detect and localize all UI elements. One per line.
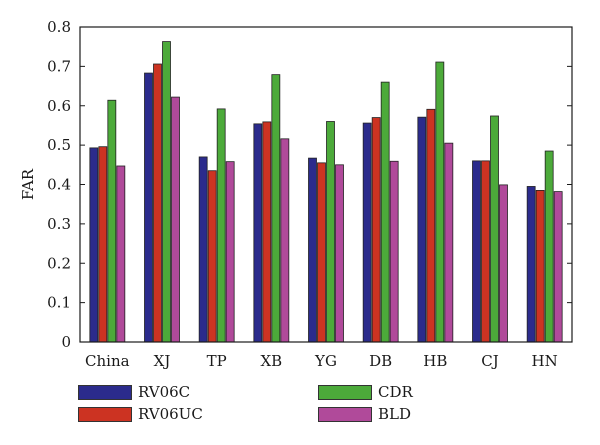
bar-rv06uc-hn: [535, 190, 545, 343]
y-tick-label: 0.8: [47, 18, 71, 36]
bar-rv06uc-china: [98, 146, 108, 343]
y-tick-label: 0.3: [47, 215, 71, 233]
bar-rv06c-yg: [308, 157, 317, 343]
bar-rv06uc-tp: [207, 170, 217, 343]
y-axis: 0 0.1 0.2 0.3 0.4 0.5 0.6 0.7 0.8: [47, 18, 572, 351]
x-tick-label: TP: [207, 352, 227, 370]
x-tick-label: HN: [532, 352, 558, 370]
x-tick-label: China: [85, 352, 130, 370]
bar-cdr-yg: [326, 121, 335, 343]
bar-rv06uc-yg: [317, 162, 326, 343]
x-tick-label: HB: [423, 352, 447, 370]
bar-cdr-hn: [544, 150, 554, 343]
bar-bld-hn: [553, 191, 563, 343]
bar-bld-yg: [335, 164, 344, 343]
bar-bld-tp: [225, 161, 235, 343]
y-tick-label: 0.2: [47, 254, 71, 272]
bar-rv06uc-cj: [481, 160, 490, 343]
bar-bld-db: [389, 160, 399, 343]
y-axis-label: FAR: [19, 168, 37, 200]
bar-rv06uc-hb: [426, 108, 436, 343]
bar-rv06c-hn: [526, 186, 536, 343]
bar-cdr-china: [107, 99, 117, 343]
bar-rv06c-hb: [417, 116, 427, 343]
x-tick-label: CJ: [481, 352, 499, 370]
bar-cdr-xb: [271, 74, 281, 343]
bar-bld-hb: [444, 142, 454, 343]
bar-bld-xb: [280, 138, 290, 343]
x-axis: China XJ TP XB YG DB HB CJ HN: [85, 352, 558, 370]
x-tick-label: DB: [369, 352, 392, 370]
bar-bld-cj: [499, 184, 508, 343]
bar-cdr-tp: [216, 108, 226, 343]
x-tick-label: YG: [314, 352, 337, 370]
bar-rv06uc-db: [371, 117, 381, 343]
bar-cdr-cj: [490, 115, 499, 343]
bar-cdr-hb: [435, 61, 445, 343]
bar-rv06c-xj: [144, 72, 153, 343]
bar-cdr-xj: [162, 41, 171, 343]
bar-rv06uc-xj: [153, 63, 162, 343]
y-tick-label: 0: [61, 333, 71, 351]
bar-rv06c-china: [89, 147, 99, 343]
bar-rv06uc-xb: [262, 121, 272, 343]
y-tick-label: 0.7: [47, 57, 71, 75]
bar-rv06c-cj: [472, 160, 481, 343]
y-tick-label: 0.6: [47, 97, 71, 115]
bar-rv06c-xb: [253, 123, 263, 343]
y-tick-label: 0.1: [47, 294, 71, 312]
bar-cdr-db: [380, 81, 390, 343]
bar-rv06c-db: [362, 122, 372, 343]
bar-bld-xj: [171, 96, 180, 343]
bar-bld-china: [116, 165, 126, 343]
y-tick-label: 0.4: [47, 176, 71, 194]
x-tick-label: XJ: [154, 352, 171, 370]
x-tick-label: XB: [260, 352, 282, 370]
y-tick-label: 0.5: [47, 136, 71, 154]
bars-layer: [89, 41, 563, 343]
bar-rv06c-tp: [198, 156, 208, 343]
